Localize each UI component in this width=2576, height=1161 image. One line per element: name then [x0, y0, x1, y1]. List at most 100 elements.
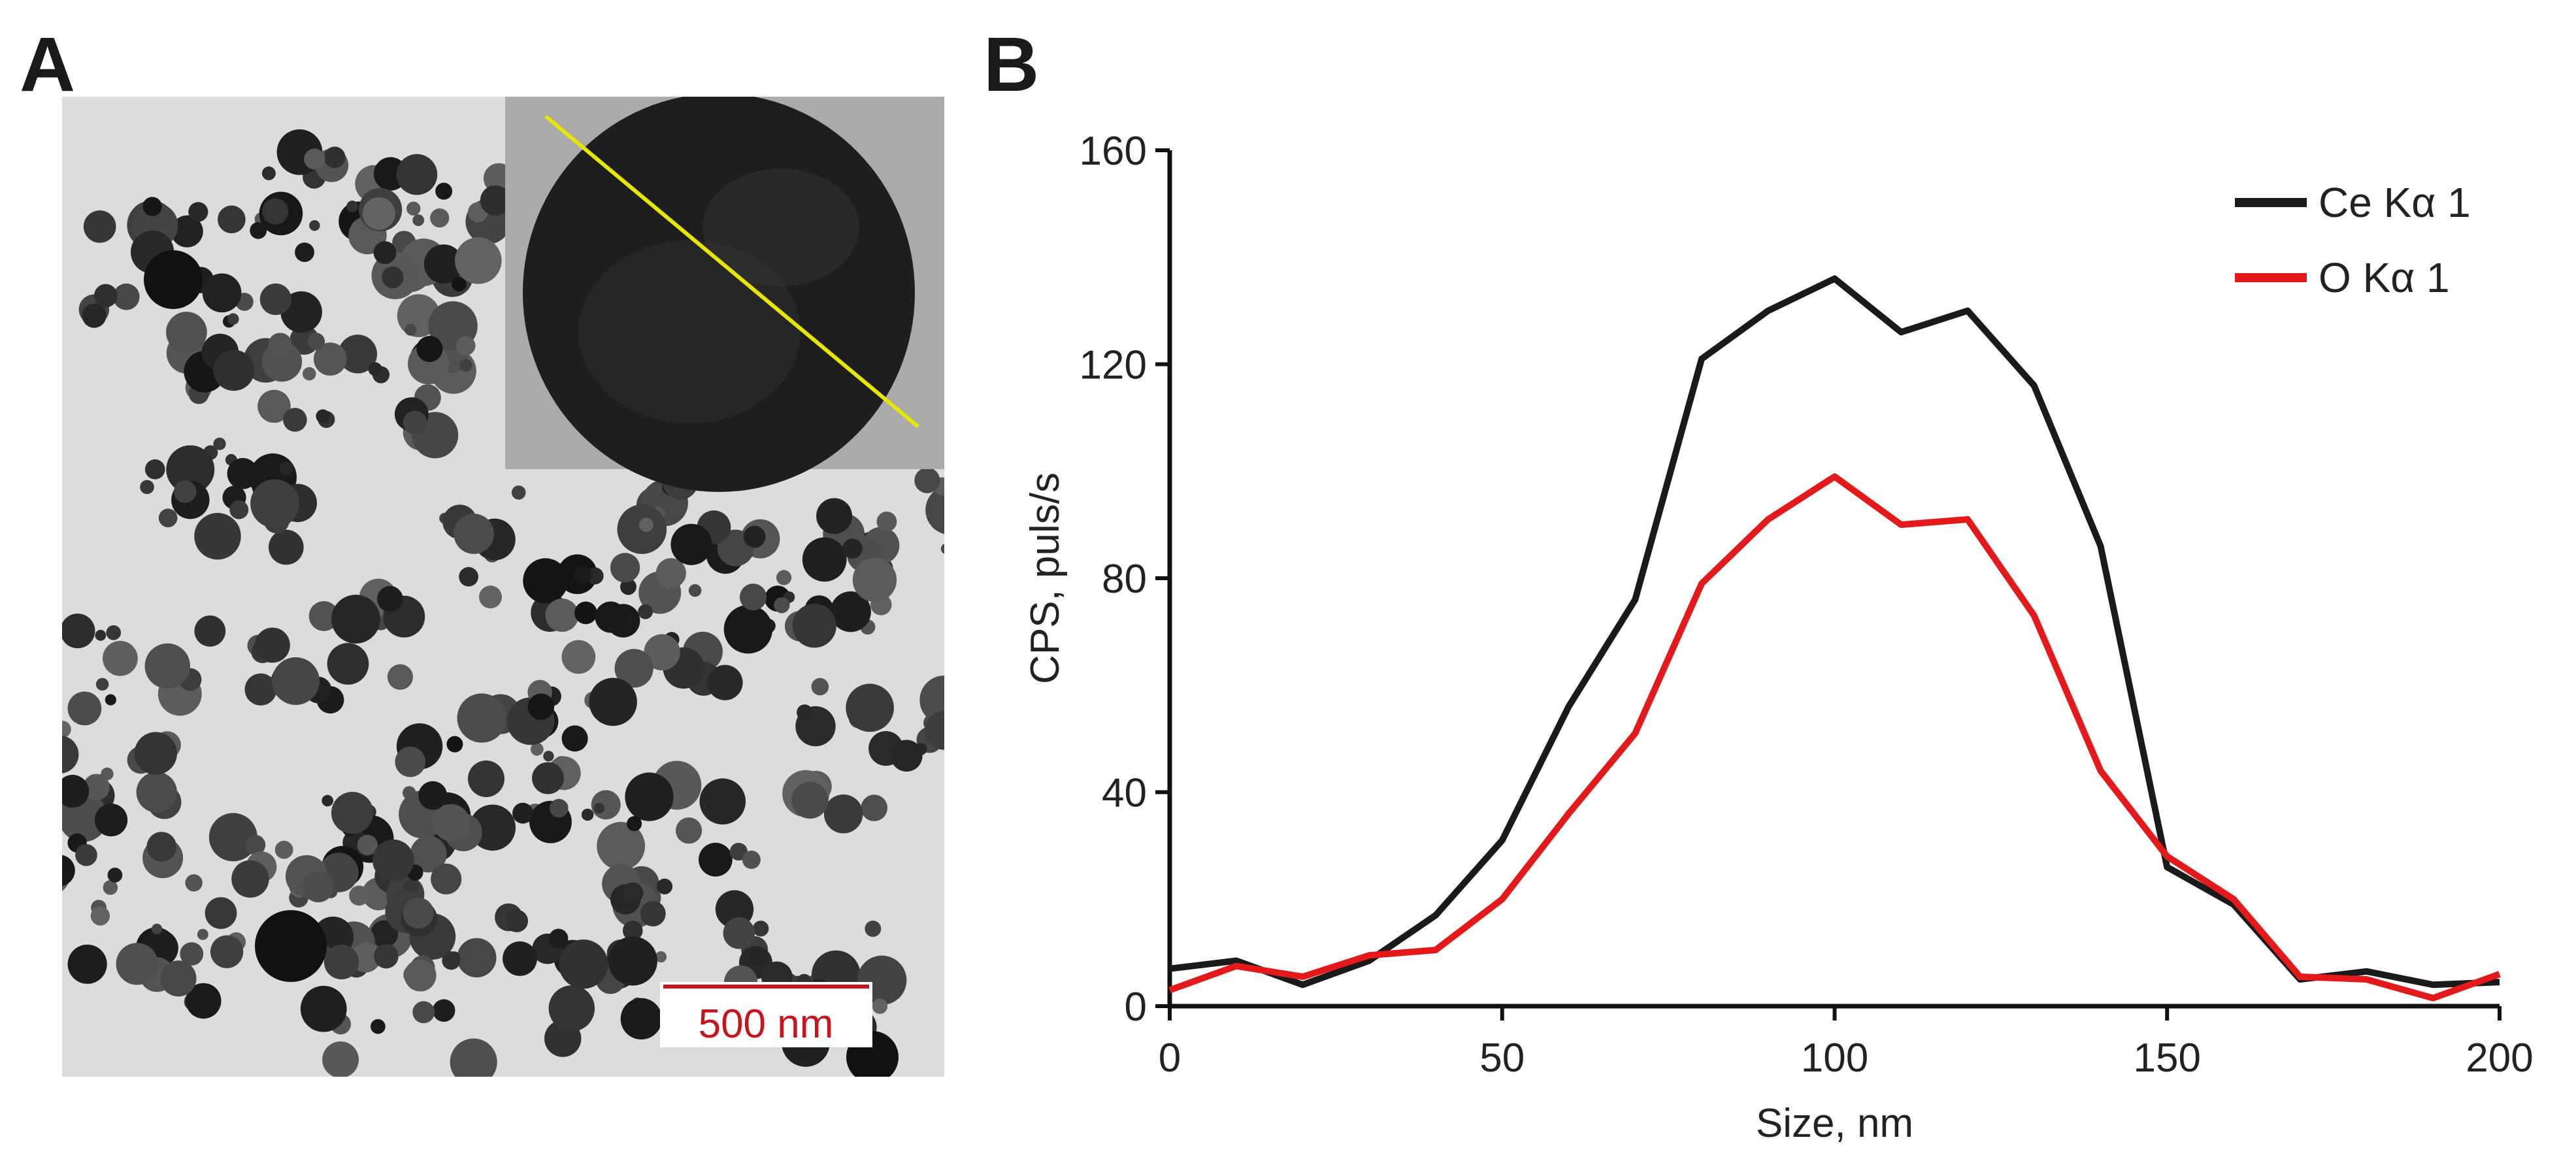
nanoparticle — [308, 601, 339, 631]
nanoparticle — [792, 603, 836, 648]
nanoparticle — [83, 210, 116, 243]
y-tick-label: 0 — [1125, 985, 1147, 1030]
y-tick-label: 80 — [1102, 557, 1147, 602]
nanoparticle — [158, 508, 178, 528]
nanoparticle — [802, 537, 847, 582]
nanoparticle — [688, 584, 702, 597]
y-axis-label: CPS, puls/s — [1023, 472, 1068, 684]
nanoparticle — [227, 313, 239, 325]
nanoparticle — [865, 921, 882, 937]
nanoparticle — [396, 154, 438, 195]
nanoparticle — [403, 410, 427, 435]
x-tick-label: 50 — [1479, 1036, 1525, 1081]
nanoparticle — [244, 673, 277, 706]
nanoparticle — [171, 215, 203, 248]
nanoparticle — [202, 273, 242, 313]
nanoparticle — [146, 832, 177, 862]
nanoparticle — [250, 479, 299, 529]
nanoparticle — [208, 813, 257, 862]
y-tick-label: 120 — [1080, 343, 1147, 388]
nanoparticle — [395, 746, 426, 777]
nanoparticle — [412, 214, 425, 226]
nanoparticle — [406, 201, 421, 216]
nanoparticle — [435, 182, 453, 200]
nanoparticle — [404, 959, 437, 992]
nanoparticle — [433, 804, 470, 842]
nanoparticle — [144, 643, 190, 689]
nanoparticle — [876, 511, 897, 532]
nanoparticle — [229, 500, 249, 519]
nanoparticle — [144, 459, 165, 480]
nanoparticle — [331, 792, 374, 834]
nanoparticle — [323, 944, 359, 980]
nanoparticle — [374, 943, 399, 969]
nanoparticle — [309, 220, 320, 231]
nanoparticle — [376, 585, 403, 612]
nanoparticle — [416, 336, 443, 363]
nanoparticle — [103, 880, 118, 895]
nanoparticle — [852, 557, 897, 602]
nanoparticle — [523, 558, 569, 604]
nanoparticle — [307, 333, 325, 350]
nanoparticle — [331, 595, 380, 644]
nanoparticle — [670, 523, 712, 565]
x-tick-label: 100 — [1801, 1036, 1868, 1081]
nanoparticle — [830, 591, 871, 632]
nanoparticle — [723, 917, 755, 949]
nanoparticle — [300, 985, 347, 1032]
nanoparticle — [405, 323, 417, 336]
nanoparticle — [95, 630, 107, 641]
nanoparticle-cluster — [62, 129, 944, 1077]
nanoparticle — [213, 437, 226, 450]
nanoparticle — [776, 570, 792, 585]
nanoparticle — [304, 148, 325, 170]
nanoparticle — [431, 863, 462, 894]
nanoparticle — [173, 480, 197, 503]
nanoparticle — [622, 882, 644, 904]
nanoparticle — [295, 242, 314, 263]
nanoparticle — [268, 333, 292, 357]
nanoparticle — [144, 250, 203, 309]
nanoparticle — [105, 694, 116, 706]
nanoparticle — [610, 553, 640, 583]
nanoparticle — [197, 928, 208, 940]
nanoparticle — [442, 951, 461, 970]
nanoparticle — [774, 597, 790, 613]
nanoparticle — [512, 802, 534, 824]
x-axis-label: Size, nm — [1756, 1101, 1913, 1146]
nanoparticle — [269, 529, 304, 565]
nanoparticle — [620, 998, 663, 1040]
nanoparticle — [622, 921, 643, 941]
nanoparticle — [593, 802, 605, 814]
nanoparticle — [655, 951, 667, 963]
nanoparticle — [450, 1038, 497, 1077]
tem-inset — [505, 97, 944, 492]
x-tick-label: 0 — [1159, 1036, 1181, 1081]
nanoparticle — [457, 693, 506, 743]
nanoparticle — [891, 740, 923, 772]
nanoparticle — [455, 336, 476, 356]
nanoparticle — [530, 742, 544, 756]
nanoparticle — [62, 855, 75, 887]
nanoparticle — [101, 767, 114, 781]
nanoparticle — [194, 615, 226, 647]
nanoparticle — [545, 598, 579, 632]
nanoparticle — [914, 467, 940, 493]
nanoparticle — [561, 725, 588, 752]
nanoparticle — [142, 197, 162, 216]
panel-label-b: B — [983, 22, 1040, 108]
nanoparticle — [346, 201, 358, 212]
nanoparticle — [257, 389, 291, 423]
nanoparticle — [430, 208, 450, 228]
nanoparticle — [816, 498, 853, 534]
nanoparticle — [638, 604, 653, 619]
eds-line-scan-chart: 0 50 100 150 200 0 40 80 120 160 Ce Kα 1 O Kα 1 Si… — [1023, 129, 2534, 1146]
nanoparticle — [274, 840, 293, 859]
nanoparticle — [83, 774, 110, 801]
nanoparticle — [823, 794, 863, 834]
nanoparticle — [245, 834, 266, 855]
tem-micrograph: 500 nm — [62, 97, 944, 1077]
x-tick-label: 200 — [2466, 1036, 2533, 1081]
nanoparticle — [160, 960, 197, 997]
nanoparticle — [614, 649, 653, 688]
